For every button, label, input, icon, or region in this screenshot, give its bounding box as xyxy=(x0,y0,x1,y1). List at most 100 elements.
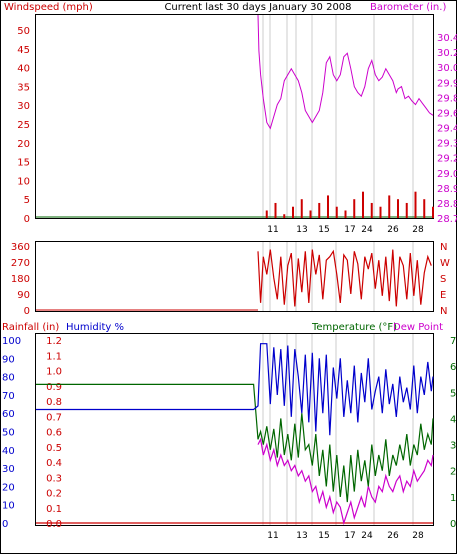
y-tick-label: 15 xyxy=(17,158,30,169)
panel1-frame xyxy=(35,14,434,219)
y-tick-label: 29.4 xyxy=(437,124,457,135)
x-tick-label: 28 xyxy=(412,225,424,235)
y-tick-label: 60 xyxy=(450,362,457,373)
y-tick-label: N xyxy=(440,242,447,253)
series-humidity xyxy=(36,343,434,436)
y-tick-label: 0.9 xyxy=(46,382,62,393)
panel1-right-label: Barometer (in.) xyxy=(370,2,446,13)
y-tick-label: 20 xyxy=(17,139,30,150)
y-tick-label: 50 xyxy=(17,26,30,37)
y-tick-label: 0.1 xyxy=(46,504,62,515)
y-tick-label: 29.2 xyxy=(437,154,457,165)
y-tick-label: N xyxy=(440,306,447,317)
x-tick-label: 17 xyxy=(344,225,355,235)
y-tick-label: E xyxy=(440,290,446,301)
y-tick-label: 0.7 xyxy=(46,412,62,423)
panel3-frame xyxy=(35,333,434,526)
y-tick-label: 28.7 xyxy=(437,214,457,225)
y-tick-label: 40 xyxy=(2,446,15,457)
panel1-title: Current last 30 days January 30 2008 xyxy=(164,2,351,13)
y-tick-label: 40 xyxy=(450,414,457,425)
y-tick-label: 0 xyxy=(2,519,8,530)
x-tick-label: 13 xyxy=(296,225,307,235)
y-tick-label: 0.5 xyxy=(46,443,62,454)
y-tick-label: 5 xyxy=(24,195,30,206)
y-tick-label: 80 xyxy=(2,373,15,384)
y-tick-label: 50 xyxy=(2,428,15,439)
y-tick-label: W xyxy=(440,258,450,269)
y-tick-label: 0 xyxy=(24,306,30,317)
x-tick-label: 24 xyxy=(361,531,373,541)
panel2-gridlines xyxy=(262,242,414,311)
y-tick-label: 20 xyxy=(450,467,457,478)
y-tick-label: 40 xyxy=(17,64,30,75)
panel3-x-ticks: 11 13 15 17 24 26 28 xyxy=(267,531,424,541)
y-tick-label: 29.3 xyxy=(437,139,457,150)
y-tick-label: S xyxy=(440,274,446,285)
x-tick-label: 11 xyxy=(267,531,278,541)
y-tick-label: 0.3 xyxy=(46,473,62,484)
panel3-humidity-label: Humidity % xyxy=(66,322,124,333)
panel2-series xyxy=(36,249,432,311)
y-tick-label: 0 xyxy=(450,519,456,530)
x-tick-label: 28 xyxy=(412,531,424,541)
y-tick-label: 30 xyxy=(2,464,15,475)
y-tick-label: 360 xyxy=(11,242,30,253)
y-tick-label: 30.0 xyxy=(437,63,457,74)
y-tick-label: 1.2 xyxy=(46,336,62,347)
y-tick-label: 30 xyxy=(17,101,30,112)
y-tick-label: 1.0 xyxy=(46,367,62,378)
series-wind-direction xyxy=(257,249,432,307)
y-tick-label: 29.9 xyxy=(437,78,457,89)
panel1-right-ticks: 30.4 30.2 30.0 29.9 29.8 29.6 29.4 29.3 29.2 29.0… xyxy=(437,33,457,225)
y-tick-label: 29.8 xyxy=(437,93,457,104)
y-tick-label: 28.8 xyxy=(437,199,457,210)
y-tick-label: 10 xyxy=(450,493,457,504)
panel3-dewpoint-label: Dew Point xyxy=(393,322,443,333)
x-tick-label: 26 xyxy=(387,531,399,541)
series-barometer xyxy=(257,14,434,130)
y-tick-label: 10 xyxy=(2,501,15,512)
y-tick-label: 29.6 xyxy=(437,108,457,119)
y-tick-label: 25 xyxy=(17,120,30,131)
y-tick-label: 70 xyxy=(450,336,457,347)
y-tick-label: 0.8 xyxy=(46,397,62,408)
y-tick-label: 0.4 xyxy=(46,458,62,469)
y-tick-label: 0.0 xyxy=(46,519,62,530)
y-tick-label: 30 xyxy=(450,441,457,452)
x-tick-label: 15 xyxy=(318,225,329,235)
y-tick-label: 0 xyxy=(24,214,30,225)
panel3-rain-label: Rainfall (in) xyxy=(2,322,59,333)
y-tick-label: 28.9 xyxy=(437,184,457,195)
panel1-left-label: Windspeed (mph) xyxy=(4,2,93,13)
x-tick-label: 17 xyxy=(344,531,355,541)
y-tick-label: 70 xyxy=(2,391,15,402)
y-tick-label: 60 xyxy=(2,409,15,420)
x-tick-label: 11 xyxy=(267,225,278,235)
y-tick-label: 50 xyxy=(450,388,457,399)
y-tick-label: 1.1 xyxy=(46,351,62,362)
x-tick-label: 26 xyxy=(387,225,399,235)
y-tick-label: 35 xyxy=(17,82,30,93)
y-tick-label: 29.0 xyxy=(437,169,457,180)
y-tick-label: 10 xyxy=(17,176,30,187)
y-tick-label: 90 xyxy=(2,354,15,365)
y-tick-label: 270 xyxy=(11,258,30,269)
panel3-rain-ticks: 1.2 1.1 1.0 0.9 0.8 0.7 0.6 0.5 0.4 0.3 0.2 0.1 0.0 xyxy=(46,336,62,530)
x-tick-label: 15 xyxy=(318,531,329,541)
panel1-x-ticks: 11 13 15 17 24 26 28 xyxy=(267,225,424,235)
y-tick-label: 0.2 xyxy=(46,489,62,500)
panel2-left-ticks: 360 270 180 90 0 xyxy=(11,242,30,317)
series-temperature xyxy=(36,383,434,503)
panel3-series xyxy=(36,343,434,526)
y-tick-label: 30.4 xyxy=(437,33,457,44)
x-tick-label: 24 xyxy=(361,225,373,235)
y-tick-label: 100 xyxy=(2,336,21,347)
series-dew-point xyxy=(257,437,434,526)
panel1-gridlines xyxy=(262,15,414,218)
panel3-temp-label: Temperature (°F) xyxy=(311,322,397,333)
